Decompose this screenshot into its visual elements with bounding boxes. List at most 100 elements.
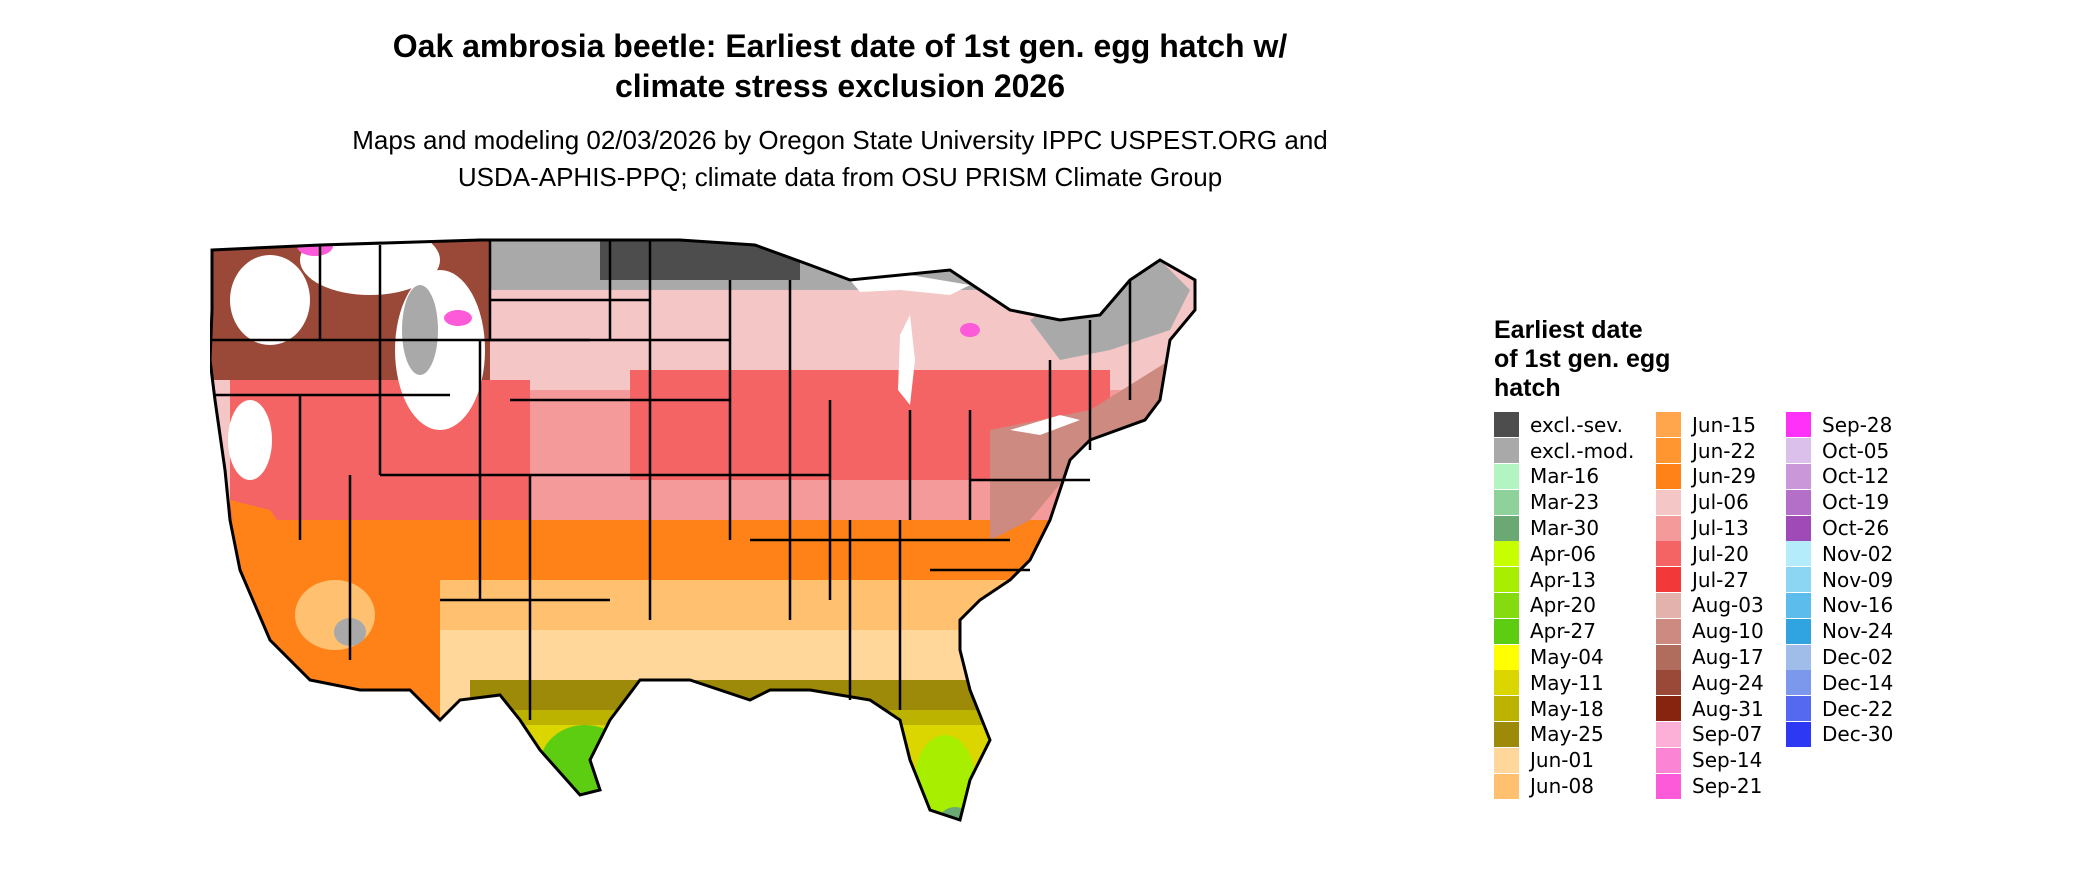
lake-erie (1010, 415, 1080, 435)
legend-label: excl.-sev. (1530, 412, 1623, 437)
legend-item: Nov-24 (1786, 618, 1893, 644)
legend-item: Apr-27 (1494, 618, 1634, 644)
legend-label: Aug-24 (1692, 670, 1764, 695)
legend-item: Jun-29 (1656, 463, 1764, 490)
legend-label: Sep-28 (1822, 412, 1893, 437)
legend-item: Oct-19 (1786, 489, 1893, 515)
legend-item: Sep-21 (1656, 773, 1764, 799)
legend-item: Oct-26 (1786, 515, 1893, 541)
legend-swatch (1494, 644, 1519, 670)
legend-swatch (1786, 721, 1811, 747)
legend-swatch (1494, 515, 1519, 541)
legend-label: Mar-23 (1530, 490, 1600, 515)
legend-item: Jun-22 (1656, 438, 1764, 464)
legend-item: Aug-31 (1656, 696, 1764, 722)
legend-swatch (1786, 592, 1811, 618)
legend-swatch (1494, 773, 1519, 799)
legend-item: excl.-sev. (1494, 412, 1634, 438)
sierra-white-region (228, 400, 272, 480)
legend-label: Jun-22 (1692, 438, 1756, 463)
legend-label: Mar-30 (1530, 516, 1600, 541)
legend-item: Apr-20 (1494, 592, 1634, 619)
legend-swatch (1494, 541, 1519, 567)
legend-label: Jun-29 (1692, 464, 1756, 489)
legend-item: Jun-15 (1656, 412, 1764, 438)
legend-swatch (1656, 567, 1681, 593)
legend-item: Aug-10 (1656, 618, 1764, 644)
legend-item: Mar-16 (1494, 463, 1634, 490)
legend-item: Dec-22 (1786, 696, 1893, 722)
subtitle-line-2: USDA-APHIS-PPQ; climate data from OSU PR… (457, 162, 1223, 192)
legend-swatch (1656, 773, 1681, 799)
magenta-patch-3 (960, 323, 980, 337)
legend-swatch (1656, 412, 1681, 438)
lake-superior (850, 275, 970, 295)
legend-label: Dec-22 (1822, 696, 1894, 721)
us-map (210, 238, 1197, 822)
legend-item: Oct-05 (1786, 438, 1893, 464)
legend-label: May-04 (1530, 645, 1604, 670)
legend-column-2: Jun-15 Jun-22 Jun-29 Jul-06 Jul-13 Jul-20 Jul-… (1656, 412, 1764, 799)
legend-label: Jul-20 (1692, 541, 1749, 566)
legend-swatch (1786, 644, 1811, 670)
legend-label: Oct-26 (1822, 516, 1890, 541)
legend-swatch (1656, 438, 1681, 464)
legend-item: Mar-30 (1494, 515, 1634, 541)
legend-item: Apr-13 (1494, 567, 1634, 593)
legend-label: Mar-16 (1530, 464, 1600, 489)
legend-label: Oct-12 (1822, 464, 1890, 489)
legend-label: May-11 (1530, 670, 1604, 695)
legend-label: May-25 (1530, 722, 1604, 747)
legend-swatch (1494, 489, 1519, 515)
legend-item: Jul-13 (1656, 515, 1764, 541)
map-subtitle: Maps and modeling 02/03/2026 by Oregon S… (180, 122, 1500, 196)
legend-label: Oct-05 (1822, 438, 1890, 463)
south-florida-teal-region (937, 807, 973, 820)
legend-swatch (1494, 696, 1519, 722)
legend-label: Dec-02 (1822, 645, 1894, 670)
legend-item: Jul-06 (1656, 489, 1764, 515)
legend-swatch (1656, 696, 1681, 722)
legend-swatch (1494, 412, 1519, 438)
legend-swatch (1786, 696, 1811, 722)
legend-swatch (1786, 618, 1811, 644)
legend-swatch (1656, 541, 1681, 567)
legend-label: Apr-13 (1530, 567, 1596, 592)
legend-label: Nov-09 (1822, 567, 1894, 592)
legend-swatch (1786, 567, 1811, 593)
legend-swatch (1656, 515, 1681, 541)
legend-swatch (1786, 670, 1811, 696)
map-title: Oak ambrosia beetle: Earliest date of 1s… (180, 26, 1500, 106)
legend-item: Apr-06 (1494, 541, 1634, 567)
legend-label: Dec-30 (1822, 722, 1894, 747)
legend-label: excl.-mod. (1530, 438, 1635, 463)
legend-item: Jul-27 (1656, 567, 1764, 593)
legend-item: excl.-mod. (1494, 438, 1634, 464)
legend-swatch (1656, 670, 1681, 696)
legend-item: Sep-14 (1656, 747, 1764, 773)
legend-item: Aug-24 (1656, 670, 1764, 696)
legend-swatch (1494, 670, 1519, 696)
legend-swatch (1786, 489, 1811, 515)
legend-swatch (1786, 515, 1811, 541)
legend-label: Nov-24 (1822, 619, 1894, 644)
title-line-1: Oak ambrosia beetle: Earliest date of 1s… (392, 28, 1288, 64)
legend-swatch (1786, 412, 1811, 438)
legend-swatch (1494, 463, 1519, 489)
legend-swatch (1656, 592, 1681, 618)
south-orange-region (210, 520, 1195, 820)
legend-swatch (1786, 541, 1811, 567)
legend-label: Dec-14 (1822, 670, 1894, 695)
legend-item: Dec-14 (1786, 670, 1893, 696)
legend-label: May-18 (1530, 696, 1604, 721)
legend-item: Jun-08 (1494, 773, 1634, 799)
legend-label: Jul-06 (1692, 490, 1749, 515)
legend-label: Aug-17 (1692, 645, 1764, 670)
northeast-mod-exclusion-region (1030, 260, 1190, 360)
subtitle-line-1: Maps and modeling 02/03/2026 by Oregon S… (352, 125, 1328, 155)
legend-swatch (1656, 463, 1681, 489)
legend-item: Aug-03 (1656, 592, 1764, 619)
legend-item: Jul-20 (1656, 541, 1764, 567)
legend-label: Apr-06 (1530, 541, 1596, 566)
legend-label: Nov-16 (1822, 593, 1894, 618)
